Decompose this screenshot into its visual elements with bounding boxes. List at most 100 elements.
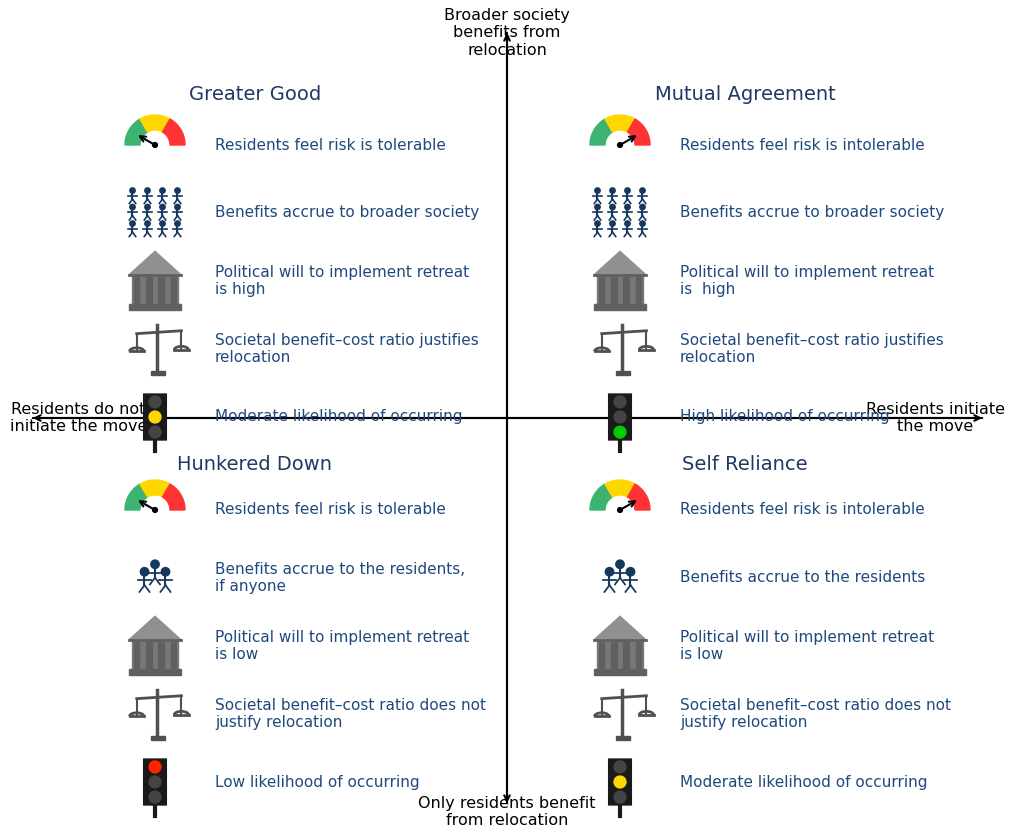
- Circle shape: [625, 204, 630, 210]
- Bar: [611, 277, 616, 303]
- Text: Residents feel risk is intolerable: Residents feel risk is intolerable: [680, 137, 925, 152]
- Circle shape: [140, 568, 149, 576]
- Text: Benefits accrue to broader society: Benefits accrue to broader society: [680, 206, 944, 221]
- Circle shape: [617, 507, 622, 512]
- Circle shape: [175, 188, 181, 193]
- Text: High likelihood of occurring: High likelihood of occurring: [680, 410, 889, 425]
- FancyBboxPatch shape: [144, 394, 166, 440]
- Polygon shape: [140, 115, 170, 132]
- Bar: [146, 277, 151, 303]
- Bar: [616, 736, 629, 741]
- Circle shape: [149, 411, 161, 423]
- Bar: [616, 370, 629, 375]
- Circle shape: [161, 568, 170, 576]
- Circle shape: [159, 221, 165, 227]
- Bar: [623, 277, 629, 303]
- Text: Hunkered Down: Hunkered Down: [178, 456, 333, 475]
- Bar: [611, 642, 616, 669]
- Circle shape: [614, 776, 626, 788]
- Bar: [599, 642, 604, 669]
- Polygon shape: [125, 119, 147, 145]
- Circle shape: [595, 204, 600, 210]
- Polygon shape: [595, 252, 646, 274]
- Text: Moderate likelihood of occurring: Moderate likelihood of occurring: [680, 774, 928, 789]
- Bar: [151, 370, 164, 375]
- Circle shape: [614, 426, 626, 438]
- Bar: [635, 277, 641, 303]
- Text: Societal benefit–cost ratio does not
justify relocation: Societal benefit–cost ratio does not jus…: [215, 698, 486, 730]
- Circle shape: [639, 221, 646, 227]
- Polygon shape: [590, 119, 612, 145]
- Polygon shape: [140, 480, 170, 497]
- Circle shape: [130, 188, 135, 193]
- Polygon shape: [627, 484, 650, 510]
- Polygon shape: [605, 480, 635, 497]
- Circle shape: [149, 791, 161, 803]
- Circle shape: [625, 188, 630, 193]
- Circle shape: [145, 204, 150, 210]
- Circle shape: [614, 791, 626, 803]
- Text: Benefits accrue to broader society: Benefits accrue to broader society: [215, 206, 479, 221]
- Text: Moderate likelihood of occurring: Moderate likelihood of occurring: [215, 410, 463, 425]
- Bar: [171, 642, 176, 669]
- Circle shape: [149, 426, 161, 438]
- Circle shape: [616, 560, 624, 568]
- Text: Greater Good: Greater Good: [189, 85, 321, 104]
- Bar: [129, 670, 181, 675]
- Polygon shape: [129, 252, 181, 274]
- Text: Societal benefit–cost ratio does not
justify relocation: Societal benefit–cost ratio does not jus…: [680, 698, 951, 730]
- Circle shape: [626, 568, 634, 576]
- Polygon shape: [129, 616, 181, 640]
- Text: Residents feel risk is intolerable: Residents feel risk is intolerable: [680, 502, 925, 517]
- Text: Political will to implement retreat
is low: Political will to implement retreat is l…: [680, 630, 934, 662]
- Circle shape: [610, 188, 615, 193]
- Circle shape: [595, 188, 600, 193]
- Circle shape: [145, 188, 150, 193]
- Bar: [151, 736, 164, 741]
- Text: Societal benefit–cost ratio justifies
relocation: Societal benefit–cost ratio justifies re…: [680, 333, 944, 365]
- Bar: [132, 640, 178, 670]
- Circle shape: [145, 221, 150, 227]
- Circle shape: [617, 143, 622, 147]
- Bar: [158, 277, 163, 303]
- Polygon shape: [627, 119, 650, 145]
- Circle shape: [152, 507, 157, 512]
- Circle shape: [639, 204, 646, 210]
- Circle shape: [625, 221, 630, 227]
- Text: Residents do not
initiate the move: Residents do not initiate the move: [10, 402, 147, 434]
- FancyBboxPatch shape: [609, 759, 631, 805]
- Circle shape: [610, 221, 615, 227]
- Bar: [134, 642, 139, 669]
- Bar: [134, 277, 139, 303]
- Bar: [595, 670, 646, 675]
- Circle shape: [149, 776, 161, 788]
- Circle shape: [175, 221, 181, 227]
- Text: Mutual Agreement: Mutual Agreement: [655, 85, 835, 104]
- Circle shape: [149, 396, 161, 408]
- Polygon shape: [595, 616, 646, 640]
- Polygon shape: [590, 484, 612, 510]
- Text: Residents feel risk is tolerable: Residents feel risk is tolerable: [215, 137, 446, 152]
- Circle shape: [159, 188, 165, 193]
- Text: Broader society
benefits from
relocation: Broader society benefits from relocation: [444, 8, 570, 58]
- Circle shape: [614, 761, 626, 772]
- Text: Benefits accrue to the residents: Benefits accrue to the residents: [680, 570, 926, 585]
- Circle shape: [614, 411, 626, 423]
- Text: Residents feel risk is tolerable: Residents feel risk is tolerable: [215, 502, 446, 517]
- Text: Benefits accrue to the residents,
if anyone: Benefits accrue to the residents, if any…: [215, 562, 465, 594]
- Circle shape: [149, 761, 161, 772]
- FancyBboxPatch shape: [144, 759, 166, 805]
- Circle shape: [152, 143, 157, 147]
- Text: Self Reliance: Self Reliance: [682, 456, 808, 475]
- Bar: [635, 642, 641, 669]
- FancyBboxPatch shape: [609, 394, 631, 440]
- Circle shape: [639, 188, 646, 193]
- Bar: [597, 276, 642, 305]
- Circle shape: [614, 396, 626, 408]
- Text: Low likelihood of occurring: Low likelihood of occurring: [215, 774, 419, 789]
- Circle shape: [130, 221, 135, 227]
- Bar: [623, 642, 629, 669]
- Polygon shape: [605, 115, 635, 132]
- Text: Political will to implement retreat
is high: Political will to implement retreat is h…: [215, 265, 469, 298]
- Text: Only residents benefit
from relocation: Only residents benefit from relocation: [418, 796, 596, 828]
